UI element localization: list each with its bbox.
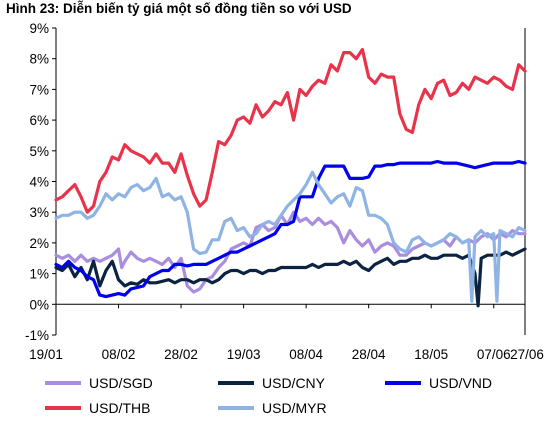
y-tick-label: -1% — [25, 328, 49, 343]
chart-axes: -1% 0% 1% 2% 3% 4% 5% 6% 7% 8% 9% 19/01 08/02 28/02 19… — [25, 21, 544, 362]
y-tick-label: 9% — [29, 21, 49, 36]
y-tick-label: 2% — [29, 236, 49, 251]
y-tick-label: 8% — [29, 52, 49, 67]
series-line-usd-vnd — [54, 159, 527, 299]
y-tick-label: 3% — [29, 205, 49, 220]
x-tick-label: 28/04 — [352, 347, 386, 362]
chart-lines — [54, 47, 527, 308]
legend-label: USD/THB — [89, 400, 150, 416]
y-tick-label: 0% — [29, 297, 49, 312]
legend-label: USD/SGD — [89, 375, 153, 391]
x-tick-label: 18/05 — [414, 347, 448, 362]
x-tick-label: 07/06 — [477, 347, 511, 362]
chart-legend: USD/SGD USD/CNY USD/VND USD/THB USD/MYR — [45, 375, 492, 416]
y-tick-label: 5% — [29, 144, 49, 159]
y-tick-label: 6% — [29, 113, 49, 128]
chart-title: Hình 23: Diễn biến tỷ giá một số đồng ti… — [6, 1, 352, 16]
x-tick-label: 28/02 — [164, 347, 198, 362]
y-tick-label: 1% — [29, 267, 49, 282]
x-tick-label: 19/03 — [227, 347, 261, 362]
y-tick-label: 7% — [29, 82, 49, 97]
legend-label: USD/VND — [429, 375, 492, 391]
x-tick-label: 19/01 — [29, 347, 63, 362]
x-tick-label: 08/02 — [102, 347, 136, 362]
y-tick-label: 4% — [29, 175, 49, 190]
series-line-usd-myr — [54, 170, 527, 303]
x-tick-label: 08/04 — [289, 347, 323, 362]
series-line-usd-cny — [54, 247, 527, 308]
legend-label: USD/MYR — [262, 400, 327, 416]
legend-label: USD/CNY — [262, 375, 326, 391]
series-line-usd-thb — [54, 47, 527, 214]
x-tick-label: 27/06 — [510, 347, 544, 362]
